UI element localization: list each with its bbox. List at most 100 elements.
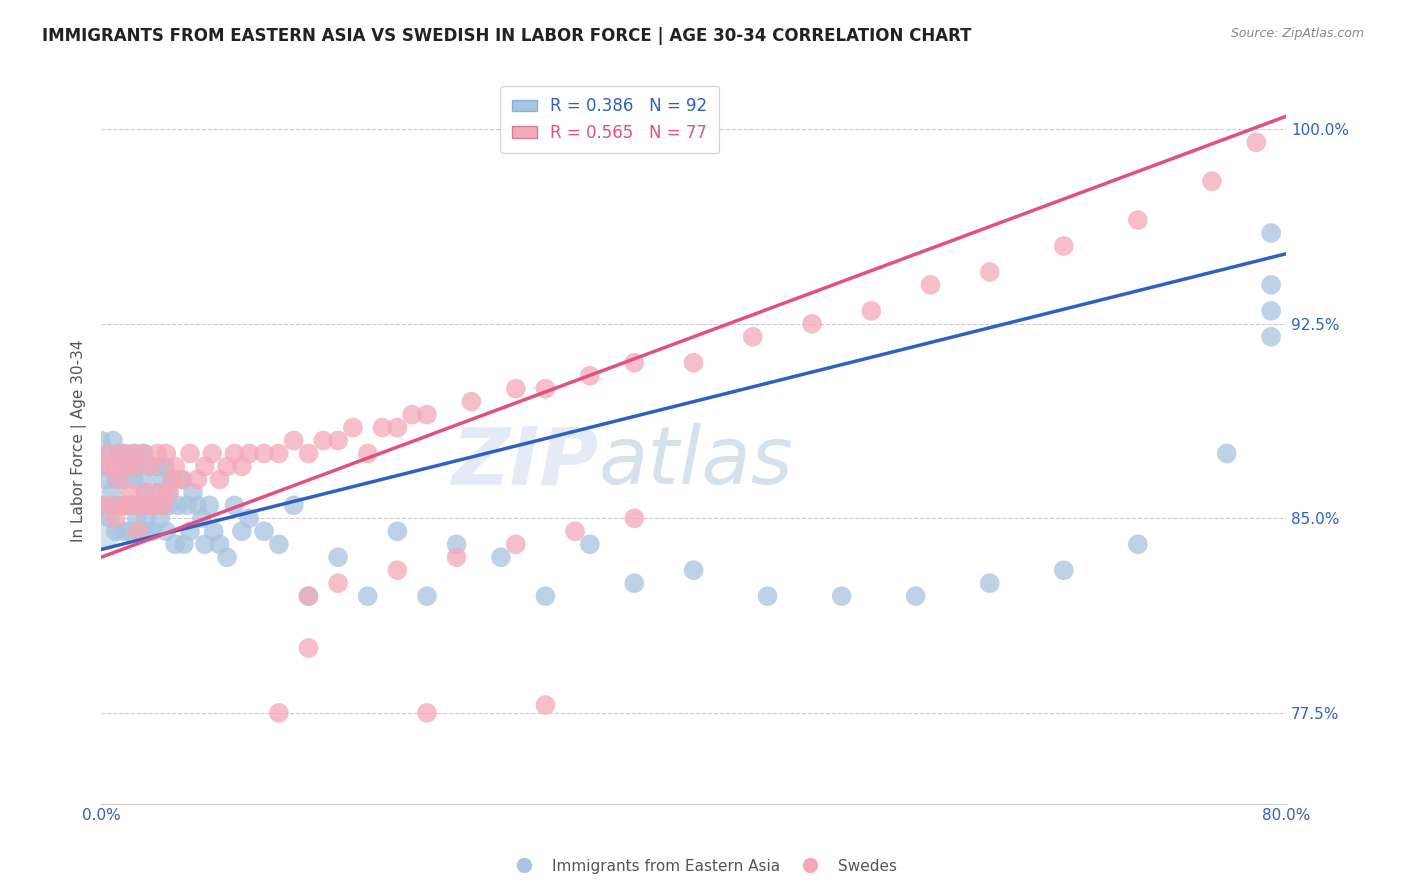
Point	[138, 499, 160, 513]
Point	[1126, 537, 1149, 551]
Point	[416, 408, 439, 422]
Point	[90, 434, 112, 448]
Point	[623, 511, 645, 525]
Point	[904, 589, 927, 603]
Point	[125, 459, 148, 474]
Point	[224, 446, 246, 460]
Point	[104, 511, 127, 525]
Point	[312, 434, 335, 448]
Point	[238, 446, 260, 460]
Point	[534, 589, 557, 603]
Point	[505, 537, 527, 551]
Point	[401, 408, 423, 422]
Point	[103, 499, 125, 513]
Point	[145, 499, 167, 513]
Point	[201, 446, 224, 460]
Text: ZIP: ZIP	[451, 424, 599, 501]
Point	[979, 576, 1001, 591]
Point	[1215, 446, 1237, 460]
Point	[111, 459, 134, 474]
Point	[165, 537, 187, 551]
Legend: Immigrants from Eastern Asia, Swedes: Immigrants from Eastern Asia, Swedes	[503, 853, 903, 880]
Point	[1126, 213, 1149, 227]
Point	[202, 524, 225, 539]
Point	[198, 499, 221, 513]
Point	[238, 511, 260, 525]
Point	[112, 524, 135, 539]
Point	[131, 446, 153, 460]
Point	[1246, 136, 1268, 150]
Point	[114, 446, 136, 460]
Point	[128, 524, 150, 539]
Point	[326, 550, 349, 565]
Point	[146, 459, 169, 474]
Point	[117, 459, 139, 474]
Point	[142, 524, 165, 539]
Point	[127, 524, 149, 539]
Point	[100, 485, 122, 500]
Point	[579, 368, 602, 383]
Point	[135, 485, 157, 500]
Point	[152, 499, 174, 513]
Point	[1053, 239, 1076, 253]
Point	[172, 472, 194, 486]
Point	[253, 524, 276, 539]
Point	[117, 499, 139, 513]
Point	[297, 446, 319, 460]
Point	[741, 330, 763, 344]
Point	[131, 472, 153, 486]
Point	[1201, 174, 1223, 188]
Point	[534, 382, 557, 396]
Point	[1260, 277, 1282, 292]
Point	[121, 446, 143, 460]
Point	[94, 472, 117, 486]
Point	[129, 499, 152, 513]
Point	[231, 524, 253, 539]
Point	[460, 394, 482, 409]
Point	[191, 511, 214, 525]
Point	[208, 537, 231, 551]
Point	[127, 459, 149, 474]
Point	[120, 485, 142, 500]
Point	[132, 446, 155, 460]
Point	[157, 499, 180, 513]
Point	[125, 511, 148, 525]
Point	[135, 511, 157, 525]
Point	[110, 499, 132, 513]
Point	[115, 499, 138, 513]
Point	[120, 499, 142, 513]
Point	[143, 499, 166, 513]
Point	[100, 499, 122, 513]
Point	[387, 420, 409, 434]
Point	[1053, 563, 1076, 577]
Point	[155, 524, 177, 539]
Point	[160, 472, 183, 486]
Point	[90, 499, 112, 513]
Point	[94, 459, 117, 474]
Point	[579, 537, 602, 551]
Point	[122, 499, 145, 513]
Point	[165, 459, 187, 474]
Point	[446, 550, 468, 565]
Point	[208, 472, 231, 486]
Point	[152, 499, 174, 513]
Legend: R = 0.386   N = 92, R = 0.565   N = 77: R = 0.386 N = 92, R = 0.565 N = 77	[501, 86, 720, 153]
Point	[1260, 303, 1282, 318]
Point	[141, 459, 163, 474]
Point	[156, 485, 179, 500]
Point	[267, 706, 290, 720]
Point	[342, 420, 364, 434]
Point	[181, 485, 204, 500]
Point	[623, 356, 645, 370]
Point	[283, 434, 305, 448]
Point	[155, 446, 177, 460]
Point	[446, 537, 468, 551]
Point	[534, 698, 557, 712]
Point	[157, 485, 180, 500]
Point	[387, 524, 409, 539]
Point	[104, 524, 127, 539]
Point	[170, 472, 193, 486]
Point	[179, 446, 201, 460]
Point	[90, 499, 112, 513]
Point	[326, 434, 349, 448]
